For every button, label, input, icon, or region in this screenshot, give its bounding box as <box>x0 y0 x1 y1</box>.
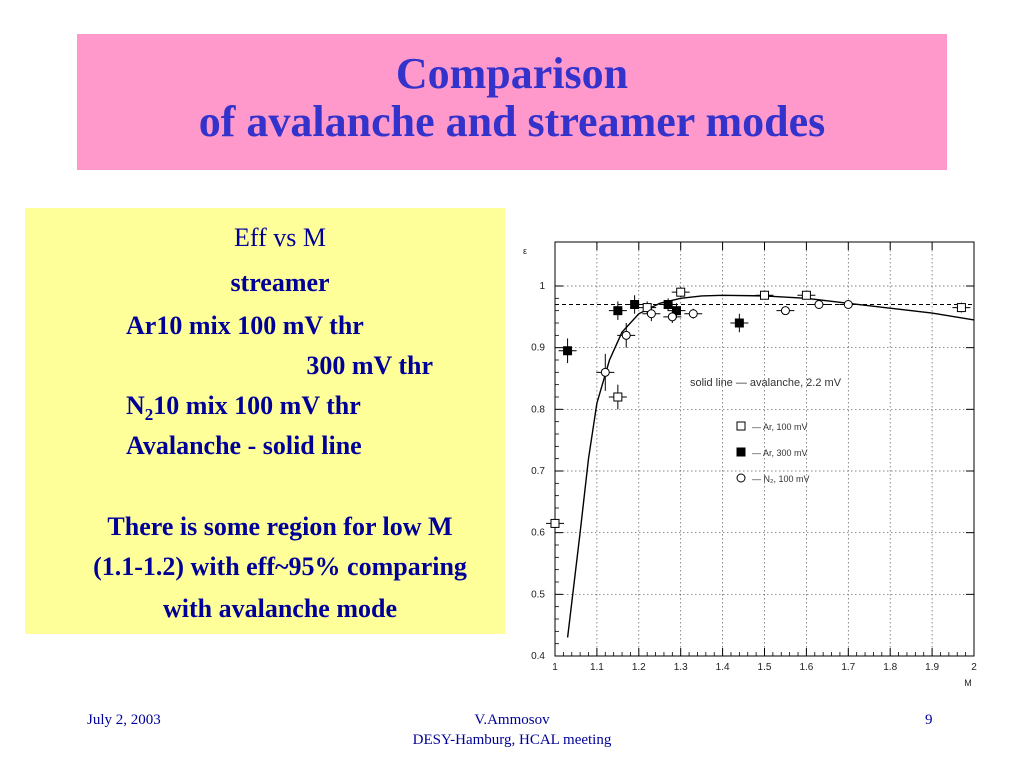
text-streamer: streamer <box>230 268 330 297</box>
footer-author: V.Ammosov <box>474 712 550 728</box>
data-point-open-circle <box>780 306 790 316</box>
text-n2-n: N <box>126 391 145 420</box>
data-point-filled-square <box>663 300 673 309</box>
data-point-open-square <box>613 392 623 402</box>
efficiency-vs-m-chart: 1 1.1 1.2 1.3 1.4 1.5 1.6 1.7 1.8 1.9 2 0.4 0.5 0.6 0.… <box>523 241 977 688</box>
text-eff-95: (1.1-1.2) with eff~95% comparing <box>93 552 467 581</box>
legend-marker-filled-square <box>736 447 746 457</box>
slide-title-line2: of avalanche and streamer modes <box>198 97 826 146</box>
footer-author-meeting: V.Ammosov DESY-Hamburg, HCAL meeting <box>0 710 1024 750</box>
data-point-open-circle <box>646 309 656 319</box>
data-point-open-circle <box>843 300 853 309</box>
data-point-filled-square <box>672 306 682 316</box>
data-point-open-square <box>550 518 560 528</box>
avalanche-curve <box>566 294 975 638</box>
data-point-open-square <box>676 287 686 297</box>
series-open-circle <box>596 300 858 391</box>
data-point-filled-square <box>734 318 744 328</box>
footer-meeting: DESY-Hamburg, HCAL meeting <box>412 732 612 748</box>
text-ar10-100mv: Ar10 mix 100 mV thr <box>126 311 364 340</box>
y-tick-label: 0.4 <box>531 651 545 662</box>
x-tick-label: 1.7 <box>841 662 855 673</box>
x-tick-label: 1.3 <box>674 662 688 673</box>
series-filled-square <box>558 295 749 364</box>
slide-title-box: Comparison of avalanche and streamer mod… <box>77 34 947 170</box>
description-textbox: Eff vs M streamer Ar10 mix 100 mV thr 30… <box>25 208 505 634</box>
x-tick-label: 1.5 <box>758 662 772 673</box>
legend-label: — N₂, 100 mV <box>752 474 810 484</box>
text-avalanche-mode: with avalanche mode <box>163 594 397 623</box>
text-n2-rest: 10 mix 100 mV thr <box>153 391 361 420</box>
chart-legend: — Ar, 100 mV — Ar, 300 mV — N₂, 100 mV <box>736 421 810 484</box>
text-n2-mix: N210 mix 100 mV thr <box>126 391 361 424</box>
y-tick-label: 0.7 <box>531 466 545 477</box>
data-point-filled-square <box>613 306 623 316</box>
legend-marker-open-square <box>736 421 746 431</box>
footer-page-number: 9 <box>925 712 933 728</box>
legend-label: — Ar, 300 mV <box>752 448 808 458</box>
text-n2-subscript: 2 <box>144 405 154 424</box>
slide-title-line1: Comparison <box>395 49 629 98</box>
footer-date: July 2, 2003 <box>87 712 161 728</box>
data-point-open-circle <box>667 312 677 322</box>
y-tick-label: 0.6 <box>531 528 545 539</box>
x-tick-label: 1.1 <box>590 662 604 673</box>
x-axis-label: M <box>964 678 972 688</box>
y-axis-label: ε <box>523 246 527 256</box>
data-point-open-circle <box>814 300 824 309</box>
y-tick-label: 0.9 <box>531 343 545 354</box>
text-300mv: 300 mV thr <box>306 351 433 380</box>
x-tick-label: 1.6 <box>799 662 813 673</box>
chart-annotation: solid line — avalanche, 2.2 mV <box>690 377 842 389</box>
data-point-open-square <box>801 290 811 300</box>
data-point-filled-square <box>563 346 573 356</box>
series-open-square <box>546 287 971 549</box>
data-point-open-circle <box>621 330 631 340</box>
text-avalanche-solid: Avalanche - solid line <box>126 431 362 460</box>
x-tick-label: 1.8 <box>883 662 897 673</box>
data-point-open-circle <box>688 309 698 319</box>
data-point-open-square <box>760 290 769 300</box>
y-tick-label: 1 <box>539 281 545 292</box>
x-tick-label: 1.9 <box>925 662 939 673</box>
x-tick-label: 1.4 <box>716 662 730 673</box>
x-tick-label: 1 <box>552 662 558 673</box>
data-point-open-circle <box>600 367 610 377</box>
y-tick-label: 0.8 <box>531 404 545 415</box>
legend-label: — Ar, 100 mV <box>752 422 808 432</box>
data-point-filled-square <box>630 300 640 309</box>
text-low-m-region: There is some region for low M <box>107 512 453 541</box>
legend-marker-open-circle <box>736 473 746 483</box>
x-tick-label: 1.2 <box>632 662 646 673</box>
text-eff-vs-m: Eff vs M <box>234 223 326 252</box>
y-tick-label: 0.5 <box>531 589 545 600</box>
data-point-open-square <box>956 303 966 313</box>
x-tick-label: 2 <box>971 662 977 673</box>
